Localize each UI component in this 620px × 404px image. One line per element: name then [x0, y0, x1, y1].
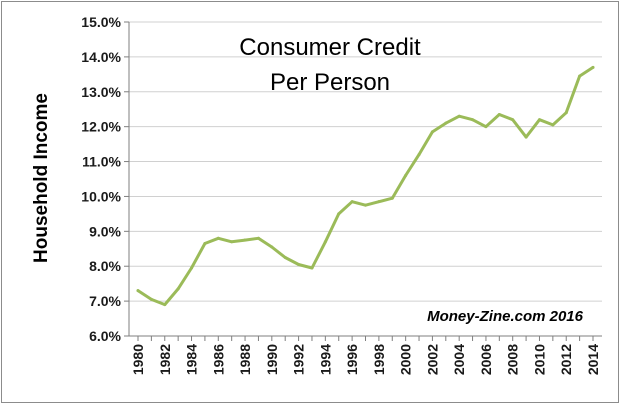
data-point: [578, 74, 582, 78]
data-point: [564, 111, 568, 115]
x-tick-label: 2006: [478, 344, 494, 375]
data-point: [283, 256, 287, 259]
x-tick-labels: 1980 1982 1984 1986 1988 1990 1992 1994 1996 1998…: [130, 344, 601, 375]
x-tick-label: 1996: [344, 344, 360, 375]
y-tick-label: 8.0%: [89, 258, 121, 274]
y-tick-label: 9.0%: [89, 223, 121, 239]
x-tick-label: 1982: [157, 344, 173, 375]
y-tick-label: 12.0%: [81, 119, 121, 135]
y-tick-label: 15.0%: [81, 14, 121, 30]
data-point: [537, 118, 541, 122]
x-tick-label: 1988: [237, 344, 253, 375]
source-annotation: Money-Zine.com 2016: [427, 308, 584, 325]
data-point: [417, 153, 421, 157]
x-tick-label: 2014: [585, 344, 601, 375]
data-point: [256, 236, 260, 240]
data-point: [511, 118, 515, 122]
y-tick-label: 10.0%: [81, 188, 121, 204]
y-tick-label: 13.0%: [81, 84, 121, 100]
data-point: [243, 238, 247, 242]
data-point: [551, 123, 555, 127]
data-point: [457, 114, 461, 118]
x-tick-label: 2012: [558, 344, 574, 375]
data-point: [176, 287, 180, 291]
data-point: [364, 203, 367, 207]
data-point: [149, 297, 153, 301]
data-point: [497, 112, 501, 116]
series-layer: [136, 65, 595, 307]
data-point: [136, 289, 140, 293]
data-point: [591, 65, 595, 69]
x-tick-label: 1986: [210, 344, 226, 375]
x-tick-label: 1984: [184, 344, 200, 375]
y-tick-labels: 6.0% 7.0% 8.0% 9.0% 10.0% 11.0% 12.0% 13.0% 14.0…: [81, 14, 121, 344]
data-point: [404, 174, 408, 178]
data-point: [524, 135, 528, 139]
y-tick-label: 11.0%: [82, 154, 121, 170]
x-tick-label: 2010: [531, 344, 547, 375]
x-tick-label: 2000: [398, 344, 414, 375]
data-point: [444, 121, 448, 125]
x-tick-label: 1990: [264, 344, 280, 375]
data-point: [230, 240, 234, 244]
x-tick-label: 1992: [291, 344, 307, 375]
data-point: [216, 236, 220, 240]
x-tick-label: 1980: [130, 344, 146, 375]
data-point: [390, 196, 394, 200]
axes: [124, 21, 602, 341]
data-point: [297, 262, 301, 266]
x-tick-label: 2004: [451, 344, 467, 375]
x-tick-label: 1994: [317, 344, 333, 375]
data-point: [203, 242, 207, 246]
data-point: [163, 303, 167, 307]
data-point: [323, 240, 327, 244]
data-point: [270, 245, 274, 249]
gridlines: [129, 21, 602, 302]
x-tick-label: 1998: [371, 344, 387, 375]
data-point: [190, 266, 194, 270]
data-point: [430, 130, 434, 134]
chart-title-line-1: Consumer Credit: [239, 34, 421, 61]
data-point: [337, 212, 341, 216]
y-tick-label: 14.0%: [81, 49, 121, 65]
series-line: [136, 65, 595, 307]
chart-title-line-2: Per Person: [270, 69, 390, 96]
data-point: [484, 125, 488, 129]
data-point: [310, 266, 314, 270]
y-axis-title: Household Income: [31, 93, 52, 263]
data-point: [471, 118, 475, 122]
x-tick-label: 2008: [505, 344, 521, 375]
data-point: [377, 200, 381, 204]
data-point: [350, 200, 354, 204]
y-tick-label: 6.0%: [89, 328, 121, 344]
x-tick-label: 2002: [424, 344, 440, 375]
y-tick-label: 7.0%: [89, 293, 121, 309]
